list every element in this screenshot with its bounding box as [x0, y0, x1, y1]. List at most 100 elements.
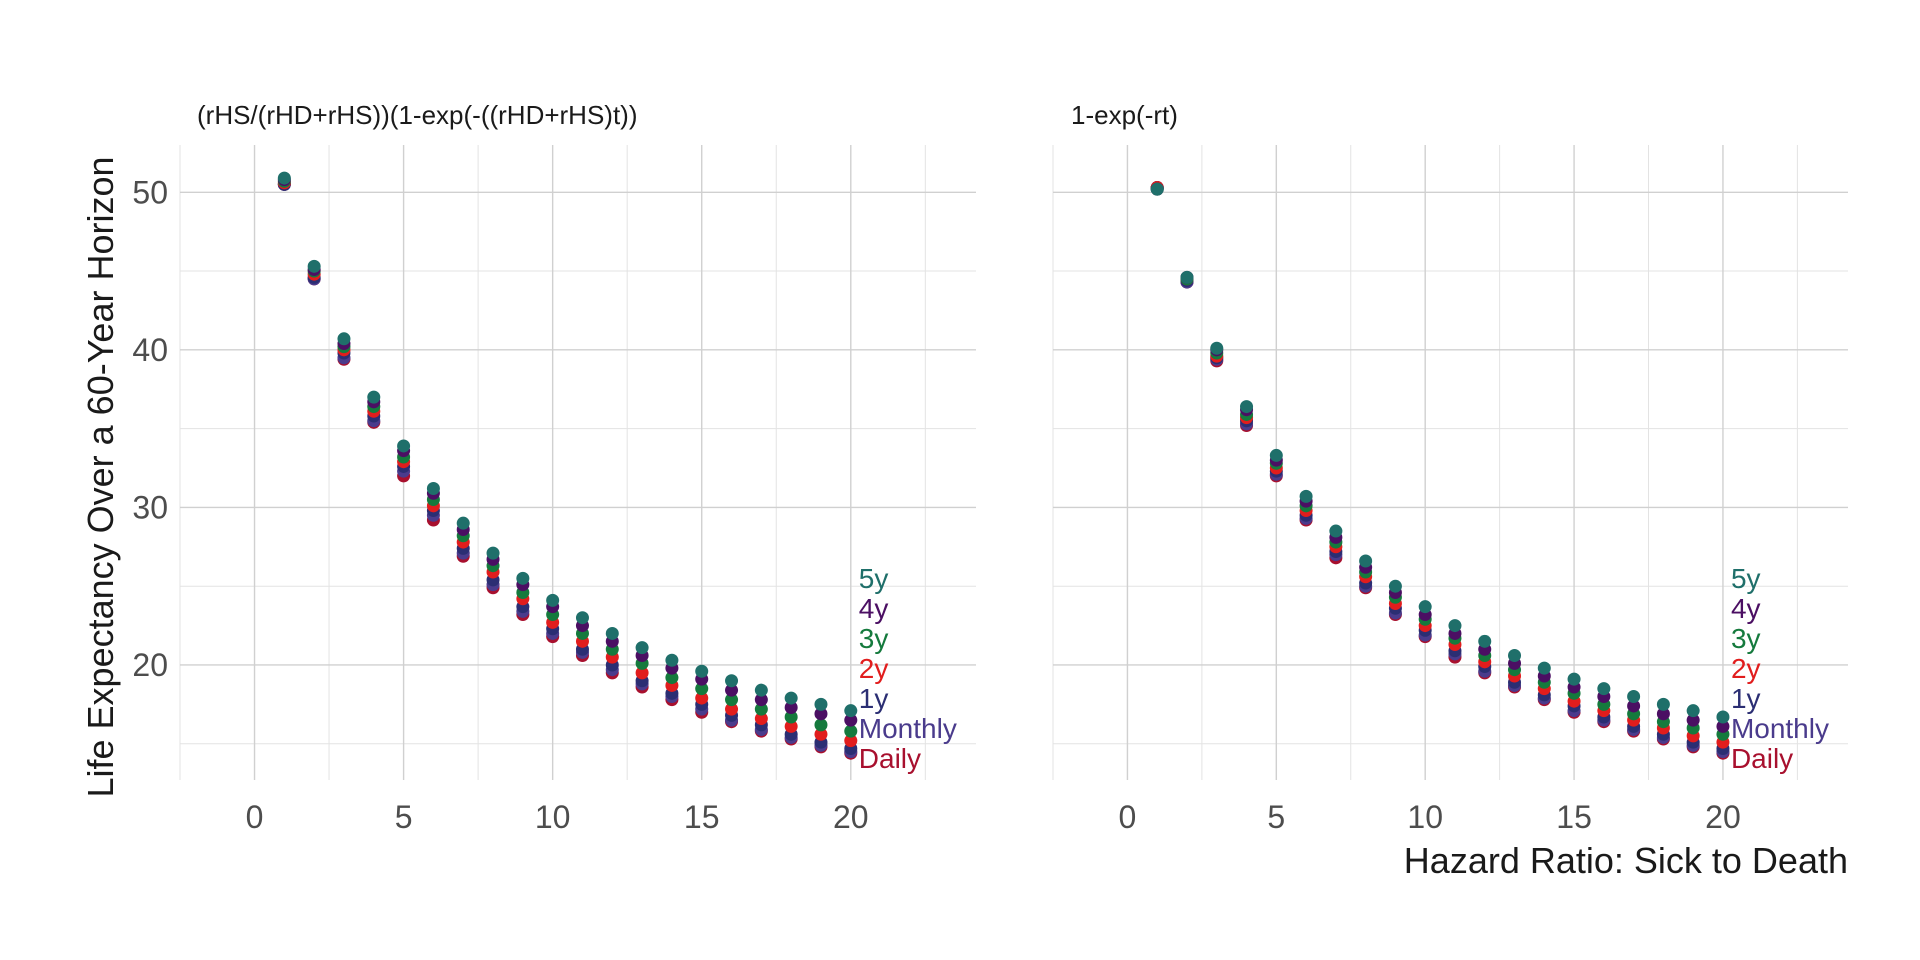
- point-5y: [1656, 697, 1670, 711]
- x-tick-label: 15: [684, 799, 720, 835]
- x-axis-label: Hazard Ratio: Sick to Death: [1404, 840, 1848, 881]
- point-3y: [754, 702, 768, 716]
- series-label-daily: Daily: [1731, 743, 1793, 774]
- series-label-4y: 4y: [1731, 593, 1761, 624]
- left-panel-grid: [179, 145, 976, 780]
- point-4y: [1716, 719, 1730, 733]
- point-5y: [754, 683, 768, 697]
- point-5y: [1240, 400, 1254, 414]
- point-5y: [605, 626, 619, 640]
- series-label-2y: 2y: [1731, 653, 1761, 684]
- point-2y: [635, 666, 649, 680]
- point-3y: [844, 724, 858, 738]
- left-panel-points: [277, 171, 858, 760]
- point-5y: [1388, 579, 1402, 593]
- point-3y: [695, 682, 709, 696]
- point-5y: [1537, 661, 1551, 675]
- point-5y: [307, 259, 321, 273]
- point-4y: [844, 713, 858, 727]
- point-2y: [814, 727, 828, 741]
- point-4y: [784, 701, 798, 715]
- point-5y: [814, 697, 828, 711]
- point-5y: [486, 546, 500, 560]
- x-tick-label: 10: [535, 799, 571, 835]
- point-5y: [1210, 341, 1224, 355]
- x-tick-label: 0: [1119, 799, 1137, 835]
- point-5y: [575, 611, 589, 625]
- left-panel-y-ticks: 20 30 40 50: [132, 174, 168, 683]
- point-4y: [1656, 707, 1670, 721]
- right-panel-title: 1-exp(-rt): [1071, 100, 1178, 130]
- y-axis-label: Life Expectancy Over a 60-Year Horizon: [80, 156, 121, 797]
- x-tick-label: 0: [246, 799, 264, 835]
- right-panel-points: [1150, 181, 1730, 760]
- right-panel: 1-exp(-rt) 0 5 10 15 20 5y4y3y2y1yMonthlyDai…: [1052, 100, 1848, 835]
- right-panel-x-ticks: 0 5 10 15 20: [1119, 799, 1741, 835]
- point-5y: [397, 439, 411, 453]
- point-5y: [546, 593, 560, 607]
- series-label-1y: 1y: [859, 683, 889, 714]
- point-5y: [426, 481, 440, 495]
- series-label-monthly: Monthly: [1731, 713, 1829, 744]
- point-5y: [337, 332, 351, 346]
- point-5y: [695, 664, 709, 678]
- point-5y: [1478, 634, 1492, 648]
- point-4y: [814, 707, 828, 721]
- y-tick-label: 30: [132, 489, 168, 525]
- x-tick-label: 10: [1407, 799, 1443, 835]
- point-5y: [1448, 619, 1462, 633]
- point-5y: [1627, 689, 1641, 703]
- point-5y: [1329, 524, 1343, 538]
- x-tick-label: 5: [395, 799, 413, 835]
- point-4y: [1686, 713, 1700, 727]
- point-5y: [456, 516, 470, 530]
- point-5y: [1686, 704, 1700, 718]
- point-2y: [844, 734, 858, 748]
- point-5y: [1716, 710, 1730, 724]
- point-5y: [844, 704, 858, 718]
- point-5y: [367, 390, 381, 404]
- x-tick-label: 20: [1705, 799, 1741, 835]
- point-5y: [1418, 600, 1432, 614]
- y-tick-label: 50: [132, 174, 168, 210]
- point-2y: [695, 691, 709, 705]
- point-3y: [784, 710, 798, 724]
- left-panel-title: (rHS/(rHD+rHS))(1-exp(-((rHD+rHS)t)): [197, 100, 638, 130]
- point-5y: [1597, 682, 1611, 696]
- point-3y: [814, 718, 828, 732]
- point-5y: [1150, 182, 1164, 196]
- point-5y: [725, 674, 739, 688]
- x-tick-label: 5: [1267, 799, 1285, 835]
- y-tick-label: 20: [132, 647, 168, 683]
- point-5y: [635, 641, 649, 655]
- point-3y: [665, 671, 679, 685]
- y-tick-label: 40: [132, 332, 168, 368]
- point-5y: [1359, 554, 1373, 568]
- series-label-monthly: Monthly: [859, 713, 957, 744]
- point-5y: [516, 571, 530, 585]
- point-2y: [754, 712, 768, 726]
- series-label-1y: 1y: [1731, 683, 1761, 714]
- left-panel: (rHS/(rHD+rHS))(1-exp(-((rHD+rHS)t)) 0 5 1…: [132, 100, 976, 835]
- point-5y: [1269, 448, 1283, 462]
- series-label-3y: 3y: [859, 623, 889, 654]
- series-label-3y: 3y: [1731, 623, 1761, 654]
- point-5y: [1508, 649, 1522, 663]
- point-5y: [784, 691, 798, 705]
- x-tick-label: 20: [833, 799, 869, 835]
- point-3y: [725, 693, 739, 707]
- series-label-4y: 4y: [859, 593, 889, 624]
- series-label-5y: 5y: [859, 563, 889, 594]
- point-4y: [754, 693, 768, 707]
- point-5y: [1299, 489, 1313, 503]
- point-4y: [725, 683, 739, 697]
- x-tick-label: 15: [1556, 799, 1592, 835]
- series-label-5y: 5y: [1731, 563, 1761, 594]
- right-panel-grid: [1052, 145, 1848, 780]
- point-4y: [1627, 699, 1641, 713]
- series-label-daily: Daily: [859, 743, 921, 774]
- point-2y: [784, 719, 798, 733]
- series-label-2y: 2y: [859, 653, 889, 684]
